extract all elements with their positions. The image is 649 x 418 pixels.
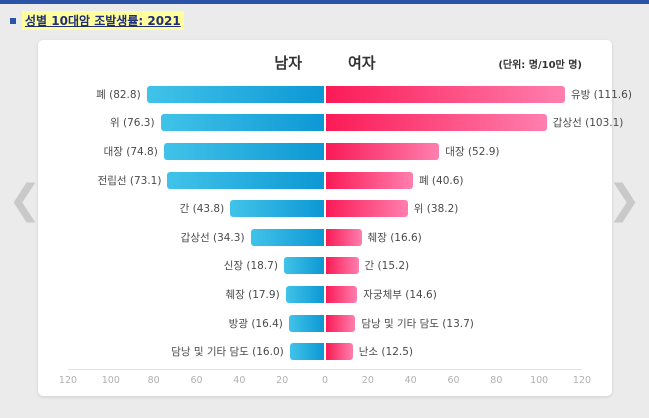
female-bar-label: 췌장 (16.6) bbox=[367, 231, 422, 244]
female-bar bbox=[326, 314, 356, 332]
female-bar bbox=[326, 343, 353, 361]
chart-row: 폐 (82.8) 유방 (111.6) bbox=[68, 80, 632, 109]
page-title: 성별 10대암 조발생률: 2021 bbox=[22, 11, 184, 30]
male-bar bbox=[160, 114, 324, 132]
male-half: 위 (76.3) bbox=[68, 109, 325, 138]
chart-row: 대장 (74.8) 대장 (52.9) bbox=[68, 137, 582, 166]
female-bar bbox=[326, 142, 440, 160]
female-bar bbox=[326, 285, 358, 303]
male-bar bbox=[230, 200, 324, 218]
top-accent-border bbox=[0, 0, 649, 4]
male-bar-label: 전립선 (73.1) bbox=[97, 174, 162, 187]
female-bar bbox=[326, 228, 362, 246]
chart-row: 갑상선 (34.3) 췌장 (16.6) bbox=[68, 223, 582, 252]
male-half: 갑상선 (34.3) bbox=[68, 223, 325, 252]
axis-tick-label: 120 bbox=[572, 374, 592, 386]
female-half: 간 (15.2) bbox=[325, 252, 582, 281]
chart-row: 췌장 (17.9) 자궁체부 (14.6) bbox=[68, 280, 582, 309]
male-half: 전립선 (73.1) bbox=[68, 166, 325, 195]
axis-tick-label: 120 bbox=[58, 374, 78, 386]
female-bar-label: 난소 (12.5) bbox=[358, 346, 413, 359]
unit-label: (단위: 명/10만 명) bbox=[498, 60, 582, 71]
male-bar-label: 방광 (16.4) bbox=[228, 317, 283, 330]
axis-tick-label: 60 bbox=[447, 374, 460, 386]
male-bar bbox=[250, 228, 324, 246]
axis-tick-label: 0 bbox=[321, 374, 329, 386]
male-half: 폐 (82.8) bbox=[68, 80, 325, 109]
female-half: 폐 (40.6) bbox=[325, 166, 582, 195]
male-bar bbox=[146, 85, 324, 103]
male-bar-label: 위 (76.3) bbox=[110, 117, 155, 130]
page-header: 성별 10대암 조발생률: 2021 bbox=[10, 11, 649, 30]
axis-tick-label: 20 bbox=[276, 374, 289, 386]
axis-tick-label: 100 bbox=[101, 374, 120, 386]
axis-tick-label: 60 bbox=[190, 374, 203, 386]
axis-tick-label: 80 bbox=[147, 374, 160, 386]
male-half: 대장 (74.8) bbox=[68, 137, 325, 166]
female-bar bbox=[326, 257, 359, 275]
female-half: 담낭 및 기타 담도 (13.7) bbox=[325, 309, 582, 338]
male-bar-label: 췌장 (17.9) bbox=[225, 288, 280, 301]
female-bar-label: 갑상선 (103.1) bbox=[552, 117, 624, 130]
carousel-next-button[interactable]: ❯ bbox=[607, 177, 641, 223]
female-bar-label: 간 (15.2) bbox=[364, 260, 410, 273]
chart-card: 남자 여자 (단위: 명/10만 명) 폐 (82.8) 유방 (111.6) 위 … bbox=[38, 40, 632, 396]
male-half: 담낭 및 기타 담도 (16.0) bbox=[68, 337, 325, 366]
chart-row: 위 (76.3) 갑상선 (103.1) bbox=[68, 109, 623, 138]
chart-row: 전립선 (73.1) 폐 (40.6) bbox=[68, 166, 582, 195]
axis-tick-label: 20 bbox=[361, 374, 374, 386]
male-bar-label: 간 (43.8) bbox=[179, 203, 225, 216]
axis-tick-label: 80 bbox=[490, 374, 503, 386]
axis-tick-label: 40 bbox=[404, 374, 417, 386]
male-bar-label: 갑상선 (34.3) bbox=[180, 231, 245, 244]
female-half: 유방 (111.6) bbox=[325, 80, 632, 109]
male-bar bbox=[285, 285, 324, 303]
male-bar bbox=[163, 142, 324, 160]
female-bar bbox=[326, 171, 413, 189]
female-half: 췌장 (16.6) bbox=[325, 223, 582, 252]
male-bar-label: 대장 (74.8) bbox=[103, 145, 158, 158]
chart-row: 방광 (16.4) 담낭 및 기타 담도 (13.7) bbox=[68, 309, 582, 338]
male-half: 간 (43.8) bbox=[68, 194, 325, 223]
chart-row: 간 (43.8) 위 (38.2) bbox=[68, 194, 582, 223]
male-bar-label: 폐 (82.8) bbox=[96, 88, 141, 101]
female-bar-label: 유방 (111.6) bbox=[571, 88, 632, 101]
female-half: 난소 (12.5) bbox=[325, 337, 582, 366]
carousel-prev-button[interactable]: ❮ bbox=[8, 177, 42, 223]
female-bar-label: 폐 (40.6) bbox=[418, 174, 464, 187]
chart-row: 신장 (18.7) 간 (15.2) bbox=[68, 252, 582, 281]
chart-stage: ❮ ❯ 남자 여자 (단위: 명/10만 명) 폐 (82.8) 유방 (111.… bbox=[0, 30, 649, 410]
female-half: 위 (38.2) bbox=[325, 194, 582, 223]
female-bar-label: 담낭 및 기타 담도 (13.7) bbox=[361, 317, 474, 330]
female-half: 갑상선 (103.1) bbox=[325, 109, 623, 138]
chart-row: 담낭 및 기타 담도 (16.0) 난소 (12.5) bbox=[68, 337, 582, 366]
female-bar bbox=[326, 85, 565, 103]
female-bar-label: 자궁체부 (14.6) bbox=[363, 288, 437, 301]
male-half: 신장 (18.7) bbox=[68, 252, 325, 281]
male-bar bbox=[167, 171, 324, 189]
male-bar bbox=[288, 314, 324, 332]
title-bullet-icon bbox=[10, 17, 16, 24]
female-half: 대장 (52.9) bbox=[325, 137, 582, 166]
gender-labels: 남자 여자 bbox=[68, 52, 582, 73]
axis-tick-label: 40 bbox=[233, 374, 246, 386]
female-bar-label: 대장 (52.9) bbox=[445, 145, 500, 158]
male-bar bbox=[283, 257, 324, 275]
female-header-label: 여자 bbox=[348, 54, 376, 72]
female-bar bbox=[326, 200, 408, 218]
male-bar bbox=[289, 343, 324, 361]
female-bar bbox=[326, 114, 547, 132]
male-bar-label: 신장 (18.7) bbox=[223, 260, 278, 273]
male-half: 방광 (16.4) bbox=[68, 309, 325, 338]
female-bar-label: 위 (38.2) bbox=[413, 203, 459, 216]
female-half: 자궁체부 (14.6) bbox=[325, 280, 582, 309]
male-bar-label: 담낭 및 기타 담도 (16.0) bbox=[171, 346, 284, 359]
male-half: 췌장 (17.9) bbox=[68, 280, 325, 309]
chart-plot: 폐 (82.8) 유방 (111.6) 위 (76.3) 갑상선 (103.1) 대장 … bbox=[68, 80, 632, 366]
chart-header: 남자 여자 (단위: 명/10만 명) bbox=[68, 52, 582, 78]
axis-tick-label: 100 bbox=[530, 374, 549, 386]
male-header-label: 남자 bbox=[274, 54, 302, 72]
x-axis: 120 100 80 60 40 20 0 20 40 60 80 100 120 bbox=[59, 368, 591, 388]
